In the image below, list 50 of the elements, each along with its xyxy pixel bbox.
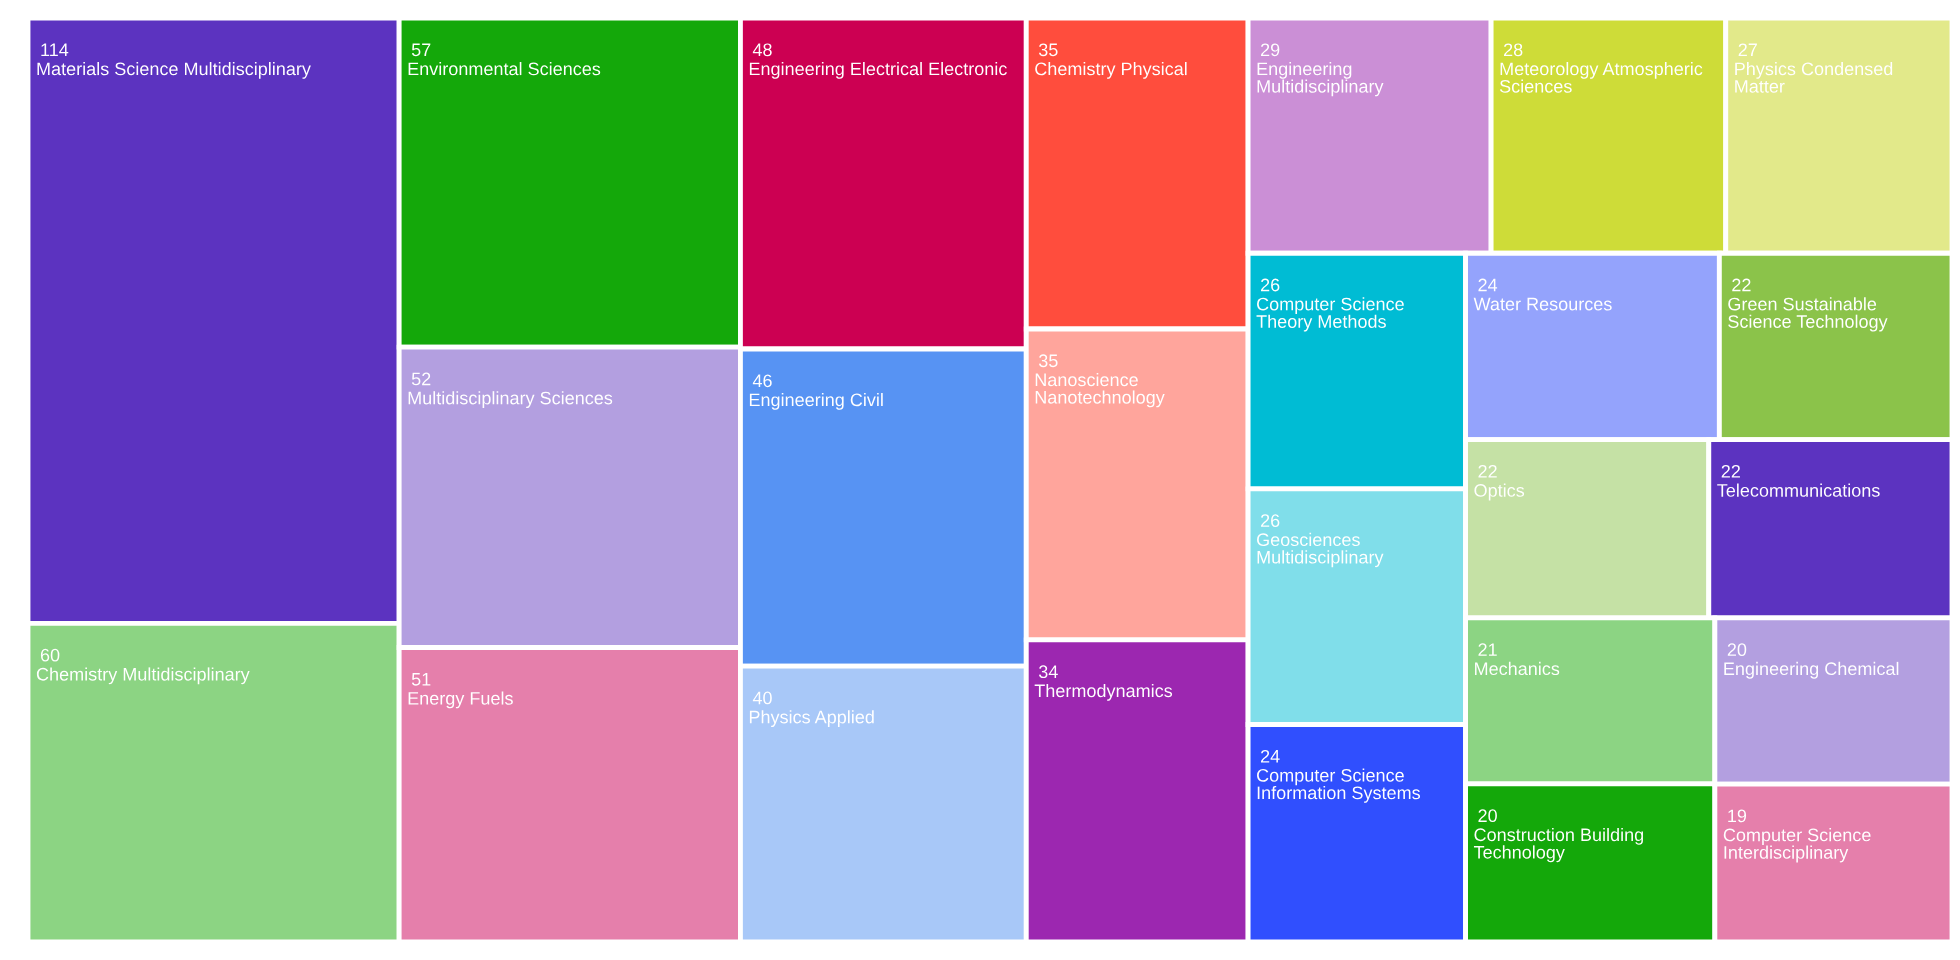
data-label: 60 [40,648,60,662]
category-label: Computer Science Information Systems [1257,768,1421,803]
category-label: Meteorology Atmospheric Sciences [1499,62,1703,93]
data-label: 22 [1732,278,1751,292]
data-label: 52 [411,372,431,386]
category-label: Energy Fuels [408,691,513,709]
category-label: Telecommunications [1717,483,1880,497]
data-label: 51 [411,673,431,686]
category-label: Engineering Electrical Electronic [749,62,1007,79]
data-label: 24 [1478,278,1498,292]
category-label: Thermodynamics [1034,683,1173,701]
data-label: 48 [752,43,772,57]
category-label: Nanoscience Nanotechnology [1035,372,1165,408]
category-label: Environmental Sciences [408,62,601,76]
data-label: 40 [752,691,772,705]
category-label: Chemistry Physical [1035,62,1187,79]
data-label: 20 [1727,643,1747,657]
category-label: Geosciences Multidisciplinary [1257,532,1384,568]
category-label: Green Sustainable Science Technology [1728,297,1888,332]
data-label: 27 [1738,43,1757,56]
category-label: Chemistry Multidisciplinary [36,667,250,685]
category-label: Physics Applied [749,710,874,728]
data-label: 35 [1038,354,1058,368]
data-label: 21 [1478,643,1497,656]
data-label: 29 [1261,43,1280,57]
data-label: 35 [1038,43,1058,57]
data-label: 24 [1261,749,1280,763]
category-label: Construction Building Technology [1473,827,1644,863]
data-label: 28 [1504,43,1523,57]
category-label: Mechanics [1475,661,1560,676]
data-label: 26 [1261,278,1280,292]
category-label: Computer Science Interdisciplinary [1723,828,1871,863]
category-label: Engineering Multidisciplinary [1257,62,1384,97]
data-label: 22 [1478,464,1497,478]
category-label: Multidisciplinary Sciences [408,391,613,409]
category-label: Water Resources [1473,297,1612,311]
category-label: Computer Science Theory Methods [1256,297,1404,332]
category-label: Physics Condensed Matter [1735,62,1893,93]
data-label: 19 [1728,809,1747,823]
category-label: Engineering Civil [749,392,883,410]
category-label: Engineering Chemical [1724,661,1899,679]
data-label: 114 [41,43,69,56]
data-label: 34 [1038,665,1058,679]
category-label: Optics [1474,483,1525,501]
data-label: 57 [411,43,431,57]
data-label: 22 [1721,464,1740,478]
data-label: 20 [1478,809,1497,823]
data-label: 46 [752,374,772,388]
category-label: Materials Science Multidisciplinary [37,62,311,79]
data-label: 26 [1261,514,1280,528]
